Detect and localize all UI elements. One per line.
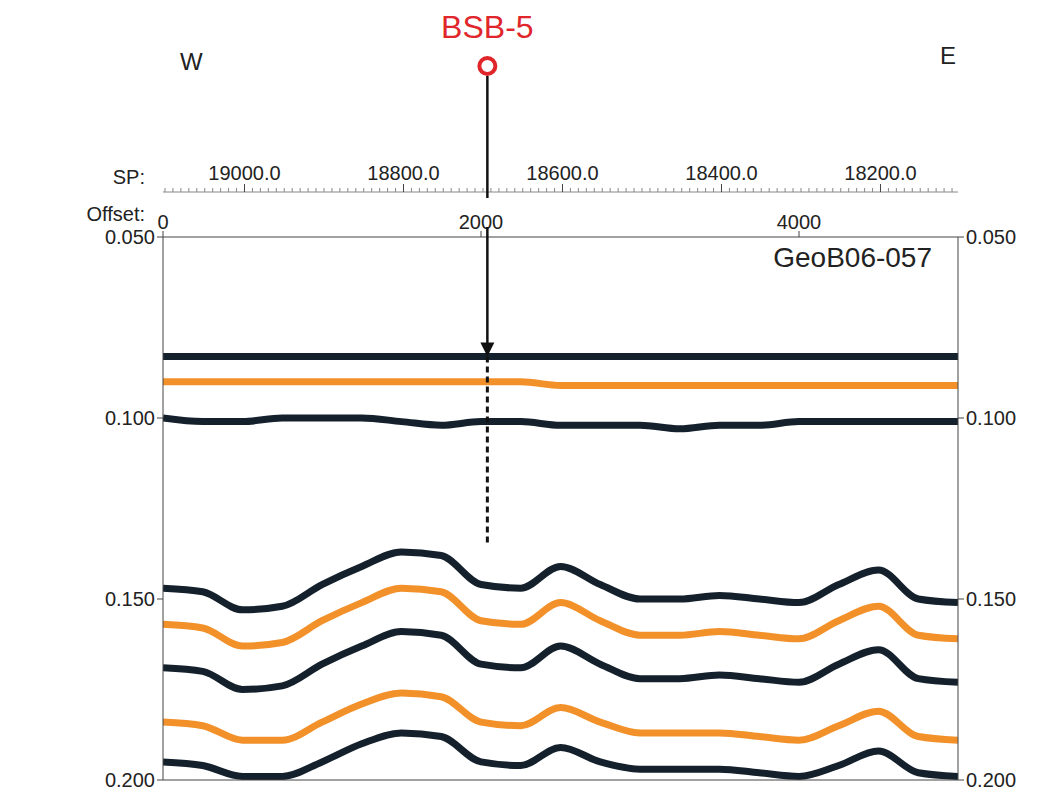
svg-text:0.050: 0.050 (966, 226, 1016, 248)
svg-text:0.200: 0.200 (966, 769, 1016, 791)
svg-text:18800.0: 18800.0 (367, 162, 439, 184)
svg-text:18400.0: 18400.0 (685, 162, 757, 184)
svg-text:4000: 4000 (777, 211, 822, 233)
svg-text:0: 0 (157, 211, 168, 233)
svg-text:W: W (180, 48, 203, 75)
svg-text:0.150: 0.150 (966, 588, 1016, 610)
svg-text:19000.0: 19000.0 (208, 162, 280, 184)
svg-text:0.100: 0.100 (105, 407, 155, 429)
svg-text:0.100: 0.100 (966, 407, 1016, 429)
svg-text:SP:: SP: (113, 166, 145, 188)
svg-text:18200.0: 18200.0 (844, 162, 916, 184)
svg-text:0.200: 0.200 (105, 769, 155, 791)
svg-text:0.050: 0.050 (105, 226, 155, 248)
svg-text:18600.0: 18600.0 (526, 162, 598, 184)
svg-text:Offset:: Offset: (86, 203, 145, 225)
svg-text:E: E (940, 42, 956, 69)
svg-text:BSB-5: BSB-5 (441, 9, 533, 45)
svg-text:GeoB06-057: GeoB06-057 (773, 242, 932, 273)
svg-text:0.150: 0.150 (105, 588, 155, 610)
svg-text:2000: 2000 (459, 211, 504, 233)
